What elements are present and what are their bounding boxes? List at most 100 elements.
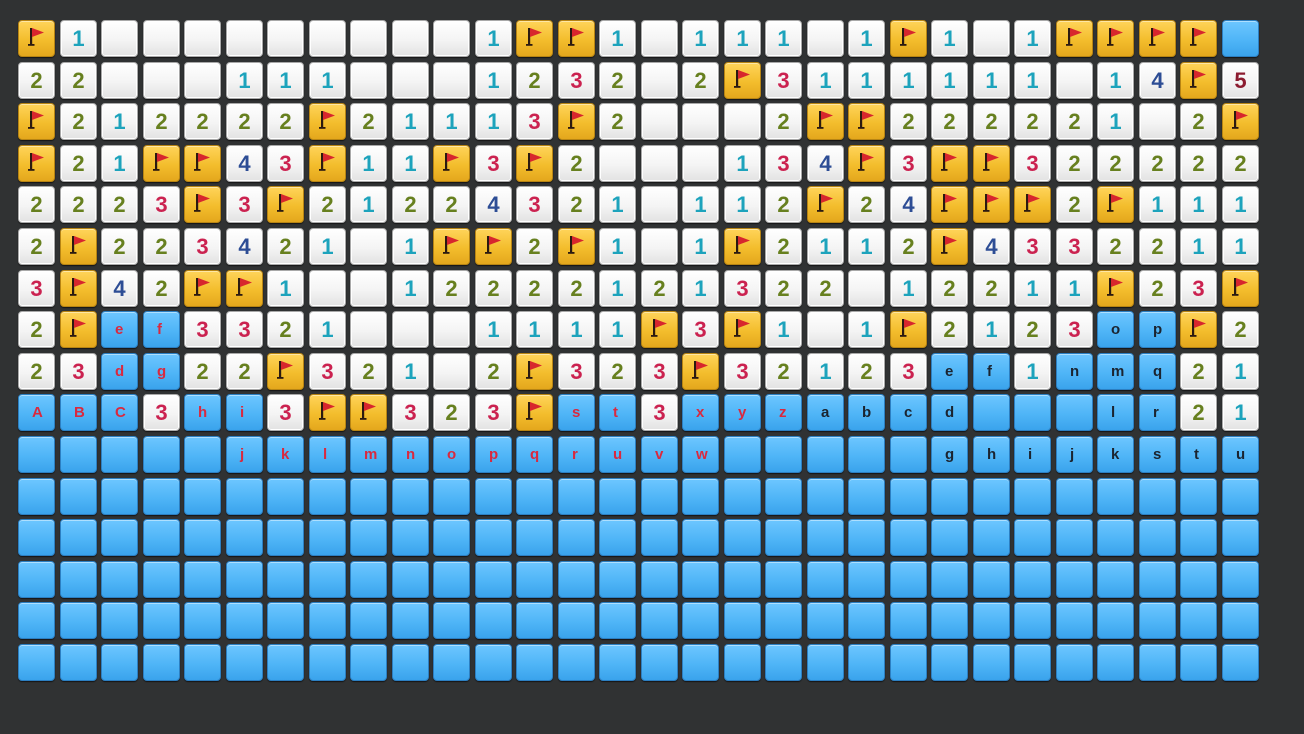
- unrevealed-tile[interactable]: v: [641, 436, 678, 473]
- unrevealed-tile[interactable]: [1097, 644, 1134, 681]
- unrevealed-tile[interactable]: [433, 602, 470, 639]
- unrevealed-tile[interactable]: n: [392, 436, 429, 473]
- flagged-tile[interactable]: [475, 228, 512, 265]
- unrevealed-tile[interactable]: [1056, 602, 1093, 639]
- unrevealed-tile[interactable]: [765, 602, 802, 639]
- flagged-tile[interactable]: [184, 186, 221, 223]
- unrevealed-tile[interactable]: [973, 519, 1010, 556]
- unrevealed-tile[interactable]: [60, 602, 97, 639]
- unrevealed-tile[interactable]: [890, 644, 927, 681]
- unrevealed-tile[interactable]: [641, 478, 678, 515]
- flagged-tile[interactable]: [1180, 62, 1217, 99]
- unrevealed-tile[interactable]: y: [724, 394, 761, 431]
- unrevealed-tile[interactable]: f: [973, 353, 1010, 390]
- unrevealed-tile[interactable]: [392, 644, 429, 681]
- unrevealed-tile[interactable]: [848, 519, 885, 556]
- unrevealed-tile[interactable]: [599, 478, 636, 515]
- unrevealed-tile[interactable]: [267, 519, 304, 556]
- unrevealed-tile[interactable]: [1014, 394, 1051, 431]
- unrevealed-tile[interactable]: [101, 644, 138, 681]
- flagged-tile[interactable]: [1222, 103, 1259, 140]
- flagged-tile[interactable]: [682, 353, 719, 390]
- unrevealed-tile[interactable]: [1180, 519, 1217, 556]
- flagged-tile[interactable]: [890, 20, 927, 57]
- flagged-tile[interactable]: [1056, 20, 1093, 57]
- unrevealed-tile[interactable]: [890, 602, 927, 639]
- unrevealed-tile[interactable]: h: [973, 436, 1010, 473]
- unrevealed-tile[interactable]: [1056, 394, 1093, 431]
- unrevealed-tile[interactable]: [973, 602, 1010, 639]
- flagged-tile[interactable]: [309, 145, 346, 182]
- flagged-tile[interactable]: [184, 270, 221, 307]
- unrevealed-tile[interactable]: [18, 519, 55, 556]
- unrevealed-tile[interactable]: [848, 436, 885, 473]
- unrevealed-tile[interactable]: [682, 519, 719, 556]
- unrevealed-tile[interactable]: [724, 519, 761, 556]
- unrevealed-tile[interactable]: [765, 519, 802, 556]
- unrevealed-tile[interactable]: [1180, 561, 1217, 598]
- unrevealed-tile[interactable]: [848, 478, 885, 515]
- unrevealed-tile[interactable]: l: [1097, 394, 1134, 431]
- unrevealed-tile[interactable]: [350, 478, 387, 515]
- flagged-tile[interactable]: [1180, 311, 1217, 348]
- unrevealed-tile[interactable]: [475, 478, 512, 515]
- unrevealed-tile[interactable]: s: [1139, 436, 1176, 473]
- unrevealed-tile[interactable]: C: [101, 394, 138, 431]
- flagged-tile[interactable]: [1097, 186, 1134, 223]
- unrevealed-tile[interactable]: [724, 436, 761, 473]
- unrevealed-tile[interactable]: [1222, 644, 1259, 681]
- unrevealed-tile[interactable]: [1056, 644, 1093, 681]
- unrevealed-tile[interactable]: [1139, 561, 1176, 598]
- unrevealed-tile[interactable]: e: [101, 311, 138, 348]
- unrevealed-tile[interactable]: g: [931, 436, 968, 473]
- flagged-tile[interactable]: [931, 186, 968, 223]
- unrevealed-tile[interactable]: [309, 561, 346, 598]
- unrevealed-tile[interactable]: [558, 561, 595, 598]
- unrevealed-tile[interactable]: [475, 561, 512, 598]
- unrevealed-tile[interactable]: [641, 602, 678, 639]
- unrevealed-tile[interactable]: [890, 519, 927, 556]
- unrevealed-tile[interactable]: [848, 561, 885, 598]
- flagged-tile[interactable]: [1180, 20, 1217, 57]
- flagged-tile[interactable]: [267, 353, 304, 390]
- unrevealed-tile[interactable]: [1056, 478, 1093, 515]
- unrevealed-tile[interactable]: [1222, 519, 1259, 556]
- unrevealed-tile[interactable]: u: [1222, 436, 1259, 473]
- unrevealed-tile[interactable]: [350, 602, 387, 639]
- unrevealed-tile[interactable]: [973, 394, 1010, 431]
- unrevealed-tile[interactable]: [1222, 478, 1259, 515]
- unrevealed-tile[interactable]: [60, 519, 97, 556]
- unrevealed-tile[interactable]: [350, 519, 387, 556]
- unrevealed-tile[interactable]: w: [682, 436, 719, 473]
- unrevealed-tile[interactable]: p: [475, 436, 512, 473]
- unrevealed-tile[interactable]: [184, 644, 221, 681]
- flagged-tile[interactable]: [267, 186, 304, 223]
- unrevealed-tile[interactable]: [641, 561, 678, 598]
- unrevealed-tile[interactable]: [267, 644, 304, 681]
- unrevealed-tile[interactable]: f: [143, 311, 180, 348]
- unrevealed-tile[interactable]: [226, 519, 263, 556]
- unrevealed-tile[interactable]: [1097, 478, 1134, 515]
- unrevealed-tile[interactable]: t: [599, 394, 636, 431]
- unrevealed-tile[interactable]: [143, 644, 180, 681]
- flagged-tile[interactable]: [890, 311, 927, 348]
- unrevealed-tile[interactable]: j: [1056, 436, 1093, 473]
- unrevealed-tile[interactable]: [931, 644, 968, 681]
- unrevealed-tile[interactable]: [101, 478, 138, 515]
- unrevealed-tile[interactable]: [516, 519, 553, 556]
- unrevealed-tile[interactable]: o: [1097, 311, 1134, 348]
- unrevealed-tile[interactable]: [18, 478, 55, 515]
- unrevealed-tile[interactable]: [931, 478, 968, 515]
- unrevealed-tile[interactable]: [890, 478, 927, 515]
- unrevealed-tile[interactable]: [101, 561, 138, 598]
- unrevealed-tile[interactable]: r: [558, 436, 595, 473]
- flagged-tile[interactable]: [516, 394, 553, 431]
- unrevealed-tile[interactable]: [1139, 644, 1176, 681]
- unrevealed-tile[interactable]: [724, 602, 761, 639]
- unrevealed-tile[interactable]: [807, 519, 844, 556]
- unrevealed-tile[interactable]: [724, 478, 761, 515]
- unrevealed-tile[interactable]: [392, 602, 429, 639]
- unrevealed-tile[interactable]: [18, 644, 55, 681]
- unrevealed-tile[interactable]: [18, 561, 55, 598]
- unrevealed-tile[interactable]: [807, 644, 844, 681]
